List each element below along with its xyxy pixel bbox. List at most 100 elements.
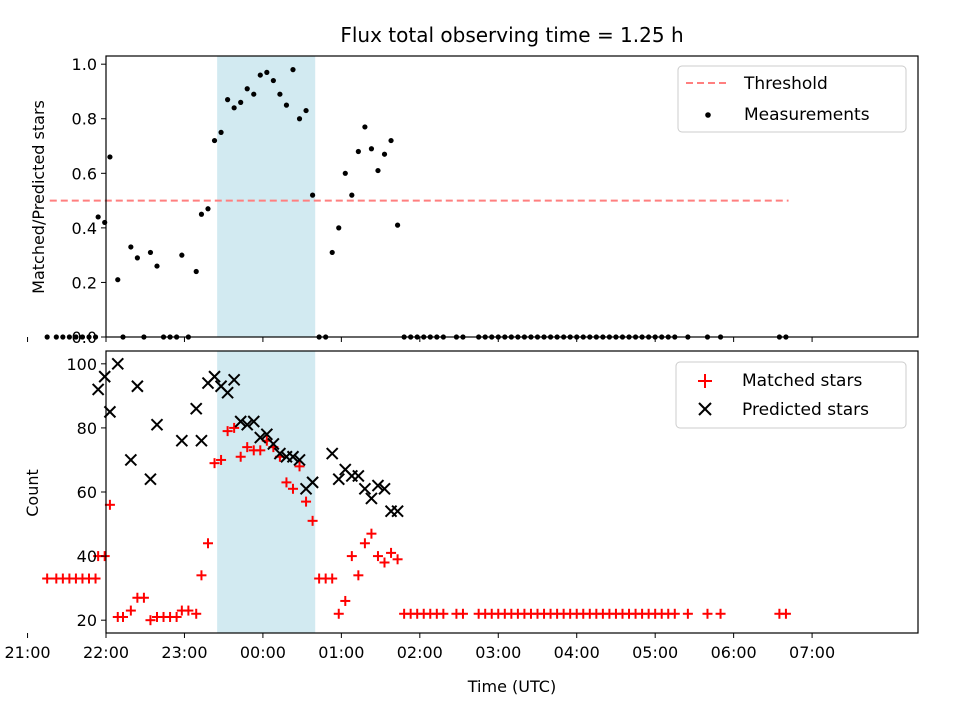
- predicted-star-point: [267, 437, 280, 451]
- predicted-star-point: [365, 492, 378, 505]
- measurement-point: [336, 225, 342, 231]
- predicted-star-point: [254, 431, 267, 444]
- predicted-star-point: [91, 383, 105, 396]
- x-tick-label: 23:00: [161, 643, 207, 662]
- measurement-point: [134, 255, 140, 261]
- measurement-point: [115, 277, 121, 283]
- measurement-point: [225, 97, 231, 103]
- top-y-tick-label: 0.0: [72, 328, 97, 347]
- predicted-star-point: [326, 447, 339, 460]
- x-tick-label: 01:00: [318, 643, 364, 662]
- matched-star-point: [294, 461, 305, 472]
- predicted-star-point: [144, 472, 157, 486]
- predicted-star-point: [293, 453, 306, 467]
- top-y-tick-label: 1.0: [72, 55, 97, 74]
- measurement-point: [73, 334, 79, 340]
- x-tick-label: 02:00: [397, 643, 443, 662]
- bottom-legend: Matched stars Predicted stars: [675, 361, 907, 429]
- bottom-plot-frame: [105, 350, 919, 634]
- measurement-point: [79, 334, 86, 340]
- x-tick-label: 03:00: [475, 643, 521, 662]
- matched-star-point: [327, 573, 338, 584]
- measurement-point: [342, 170, 348, 176]
- legend-predicted-swatch: [698, 402, 712, 416]
- x-tick-label: 05:00: [632, 643, 678, 662]
- legend-predicted-label: Predicted stars: [742, 400, 869, 420]
- measurement-point: [329, 249, 335, 256]
- bottom-y-tick-label: 100: [66, 355, 97, 374]
- matched-star-point: [386, 547, 397, 558]
- measurement-point: [198, 211, 205, 217]
- measurement-point: [264, 69, 270, 75]
- predicted-star-point: [131, 380, 144, 393]
- matched-star-point: [90, 573, 101, 584]
- measurement-point: [394, 222, 401, 228]
- x-axis-label: Time (UTC): [467, 677, 556, 696]
- bottom-y-tick-label: 20: [77, 611, 97, 630]
- predicted-star-point: [332, 472, 345, 486]
- legend-measurements-label: Measurements: [744, 105, 870, 125]
- measurement-point: [154, 263, 160, 269]
- bottom-y-tick-label: 60: [77, 483, 97, 502]
- top-y-tick-label: 0.2: [72, 273, 97, 292]
- matched-star-point: [235, 451, 246, 462]
- measurement-point: [205, 206, 211, 212]
- top-y-tick-label: 0.4: [72, 219, 97, 238]
- measurement-point: [290, 67, 296, 73]
- predicted-star-point: [352, 469, 365, 483]
- matched-star-point: [196, 570, 207, 581]
- matched-star-point: [42, 573, 53, 584]
- measurement-point: [375, 167, 381, 174]
- measurement-point: [238, 99, 244, 105]
- legend-threshold-label: Threshold: [743, 74, 828, 94]
- measurement-point: [251, 91, 257, 97]
- matched-star-point: [281, 477, 292, 488]
- measurement-point: [107, 154, 113, 160]
- predicted-star-point: [208, 370, 221, 383]
- measurement-point: [244, 86, 250, 92]
- bottom-observing-window-shade: [217, 351, 316, 633]
- predicted-star-point: [306, 476, 319, 489]
- predicted-star-point: [273, 447, 287, 460]
- top-y-tick-label: 0.6: [72, 164, 97, 183]
- matched-star-point: [216, 454, 227, 465]
- matched-star-point: [702, 608, 713, 619]
- matched-stars-series: [42, 422, 791, 626]
- matched-star-point: [438, 608, 449, 619]
- matched-star-point: [138, 592, 149, 603]
- measurement-point: [92, 334, 99, 340]
- measurement-point: [277, 91, 283, 97]
- bottom-y-axis-label: Count: [23, 469, 42, 517]
- top-plot-frame: [105, 55, 919, 338]
- matched-star-point: [346, 551, 357, 562]
- measurement-point: [309, 192, 316, 198]
- matched-star-point: [301, 496, 312, 507]
- matched-star-point: [307, 515, 318, 526]
- matched-star-point: [669, 608, 680, 619]
- matched-star-point: [333, 608, 344, 619]
- measurement-point: [147, 249, 154, 256]
- predicted-star-point: [286, 450, 300, 463]
- bottom-y-tick-label: 40: [77, 547, 97, 566]
- predicted-star-point: [195, 434, 208, 447]
- bottom-legend-box: [675, 361, 907, 429]
- measurement-point: [44, 334, 50, 340]
- matched-star-point: [255, 445, 266, 456]
- predicted-star-point: [190, 402, 203, 415]
- measurement-point: [257, 72, 263, 78]
- measurement-point: [355, 148, 361, 155]
- predicted-star-point: [358, 482, 372, 496]
- predicted-star-point: [234, 415, 247, 428]
- matched-star-point: [229, 422, 240, 433]
- legend-matched-swatch: [698, 374, 712, 388]
- measurement-point: [211, 137, 218, 144]
- measurement-point: [86, 334, 92, 340]
- matched-star-point: [191, 608, 202, 619]
- matched-star-point: [209, 458, 220, 469]
- predicted-star-point: [150, 418, 164, 431]
- x-tick-label: 21:00: [4, 643, 50, 662]
- x-tick-label: 04:00: [554, 643, 600, 662]
- measurement-point: [296, 116, 303, 122]
- measurement-point: [95, 214, 101, 220]
